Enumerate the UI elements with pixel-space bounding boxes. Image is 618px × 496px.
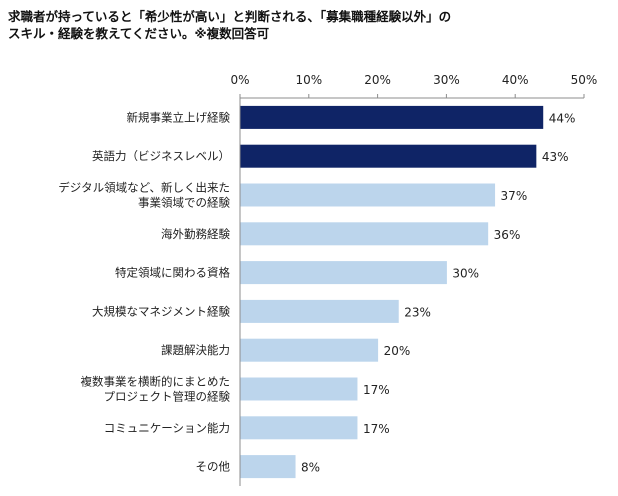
bar [240, 299, 399, 323]
category-label: 大規模なマネジメント経験 [92, 304, 230, 318]
bar [240, 455, 296, 479]
x-tick-label: 50% [571, 73, 598, 87]
category-label: 特定領域に関わる資格 [115, 266, 230, 280]
bar [240, 183, 496, 207]
data-label: 20% [384, 344, 411, 358]
data-label: 23% [404, 305, 431, 319]
category-label: その他 [196, 460, 231, 474]
data-label: 44% [549, 111, 576, 125]
bar [240, 261, 447, 285]
category-label: 複数事業を横断的にまとめた [81, 375, 231, 389]
category-label: 英語力（ビジネスレベル） [92, 149, 230, 163]
bar [240, 377, 358, 401]
bar [240, 222, 489, 246]
data-label: 36% [494, 228, 521, 242]
chart-title-line-1: 求職者が持っていると「希少性が高い」と判断される、「募集職種経験以外」の [8, 9, 452, 24]
data-label: 17% [363, 383, 390, 397]
bar [240, 105, 544, 129]
x-tick-label: 0% [230, 73, 249, 87]
data-label: 8% [301, 461, 320, 475]
category-label: プロジェクト管理の経験 [104, 390, 231, 404]
data-label: 17% [363, 422, 390, 436]
chart-title: 求職者が持っていると「希少性が高い」と判断される、「募集職種経験以外」の スキル… [8, 8, 608, 42]
category-label: 事業領域での経験 [138, 196, 230, 210]
data-label: 43% [542, 150, 569, 164]
x-tick-label: 20% [364, 73, 391, 87]
data-label: 30% [452, 267, 479, 281]
x-tick-label: 10% [295, 73, 322, 87]
category-label: 海外勤務経験 [161, 227, 230, 241]
bar [240, 338, 379, 362]
category-label: デジタル領域など、新しく出来た [58, 181, 230, 195]
bar [240, 416, 358, 440]
x-tick-label: 40% [502, 73, 529, 87]
category-label: コミュニケーション能力 [104, 421, 230, 435]
category-label: 課題解決能力 [161, 343, 230, 357]
x-tick-label: 30% [433, 73, 460, 87]
category-label: 新規事業立上げ経験 [127, 110, 231, 124]
data-label: 37% [501, 189, 528, 203]
chart-title-line-2: スキル・経験を教えてください。※複数回答可 [8, 26, 270, 41]
bar [240, 144, 537, 168]
